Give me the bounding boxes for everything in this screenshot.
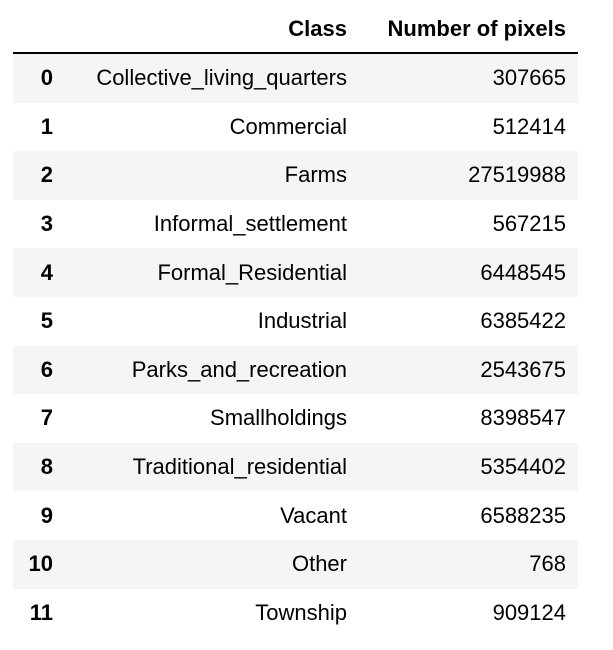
pixel-count-cell: 8398547 xyxy=(480,405,566,431)
class-cell: Formal_Residential xyxy=(157,259,347,285)
pixel-count-cell: 5354402 xyxy=(480,454,566,480)
row-index: 9 xyxy=(40,502,53,528)
row-index: 4 xyxy=(40,259,53,285)
row-index: 7 xyxy=(40,405,53,431)
table-row: 9 Vacant 6588235 xyxy=(13,491,578,540)
dataframe-table: Class Number of pixels 0 Collective_livin… xyxy=(13,5,578,638)
table-row: 1 Commercial 512414 xyxy=(13,102,578,152)
class-cell: Informal_settlement xyxy=(153,211,347,237)
class-cell: Vacant xyxy=(280,502,347,528)
table-row: 8 Traditional_residential 5354402 xyxy=(13,442,578,492)
row-index: 10 xyxy=(28,551,53,577)
class-header: Class xyxy=(63,5,359,54)
pixel-count-cell: 27519988 xyxy=(468,162,566,188)
table-row: 4 Formal_Residential 6448545 xyxy=(13,248,578,297)
class-cell: Traditional_residential xyxy=(132,454,347,480)
table-header: Class Number of pixels xyxy=(13,5,578,54)
pixel-count-cell: 909124 xyxy=(492,599,566,625)
row-index: 2 xyxy=(40,162,53,188)
table-row: 6 Parks_and_recreation 2543675 xyxy=(13,345,578,395)
pixel-count-cell: 2543675 xyxy=(480,356,566,382)
pixels-header: Number of pixels xyxy=(359,5,578,54)
table-row: 7 Smallholdings 8398547 xyxy=(13,394,578,443)
index-header xyxy=(13,5,63,54)
table-body: 0 Collective_living_quarters 307665 1 Commer… xyxy=(13,53,578,638)
class-cell: Other xyxy=(291,551,347,577)
pixel-count-cell: 768 xyxy=(529,551,566,577)
pixel-count-cell: 307665 xyxy=(492,65,566,91)
pixel-count-cell: 6448545 xyxy=(480,259,566,285)
table-row: 0 Collective_living_quarters 307665 xyxy=(13,53,578,103)
row-index: 1 xyxy=(40,113,53,139)
row-index: 3 xyxy=(40,211,53,237)
pixel-count-cell: 6588235 xyxy=(480,502,566,528)
table-row: 10 Other 768 xyxy=(13,539,578,589)
class-cell: Commercial xyxy=(229,113,347,139)
pixel-count-cell: 567215 xyxy=(492,211,566,237)
header-row: Class Number of pixels xyxy=(13,5,578,54)
table-row: 5 Industrial 6385422 xyxy=(13,296,578,346)
table-row: 3 Informal_settlement 567215 xyxy=(13,199,578,249)
pixel-count-cell: 6385422 xyxy=(480,308,566,334)
row-index: 5 xyxy=(40,308,53,334)
row-index: 0 xyxy=(40,65,53,91)
row-index: 11 xyxy=(29,599,53,625)
class-cell: Parks_and_recreation xyxy=(131,356,347,382)
class-cell: Farms xyxy=(284,162,347,188)
class-cell: Township xyxy=(255,599,347,625)
table-row: 2 Farms 27519988 xyxy=(13,151,578,200)
row-index: 8 xyxy=(40,454,53,480)
class-cell: Industrial xyxy=(257,308,347,334)
pixel-count-cell: 512414 xyxy=(492,113,566,139)
class-cell: Collective_living_quarters xyxy=(96,65,347,91)
dataframe-container: Class Number of pixels 0 Collective_livin… xyxy=(13,5,578,638)
row-index: 6 xyxy=(40,356,53,382)
table-row: 11 Township 909124 xyxy=(13,588,578,638)
class-cell: Smallholdings xyxy=(210,405,347,431)
